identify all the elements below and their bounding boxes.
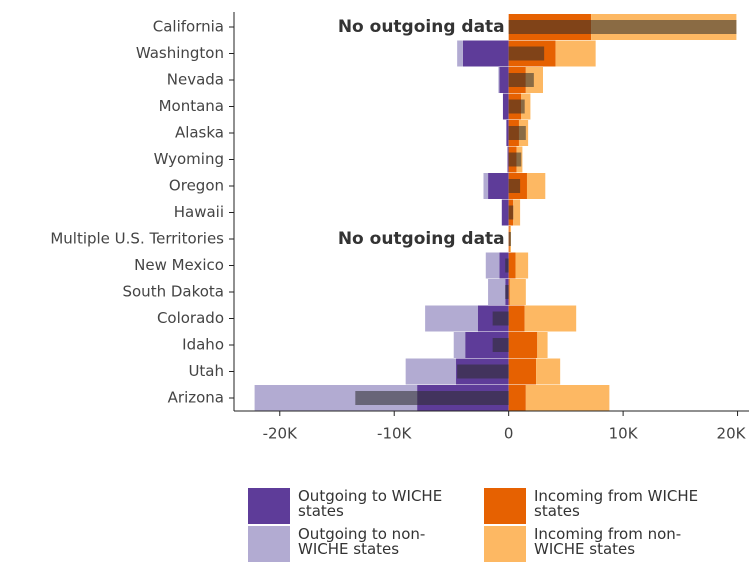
x-tick-label: -20K [263, 425, 298, 443]
bar [521, 93, 531, 120]
bar [485, 252, 500, 279]
bar [499, 67, 509, 93]
category-label: Washington [136, 44, 224, 62]
bar [499, 252, 509, 279]
category-label: Utah [188, 362, 224, 380]
category-label: California [153, 18, 224, 36]
category-label: Montana [159, 97, 224, 115]
bar [555, 40, 596, 67]
bar [513, 199, 521, 226]
net-bar [505, 285, 509, 299]
bar [525, 385, 610, 411]
net-bar [508, 20, 737, 34]
bar [498, 67, 500, 93]
category-label: Alaska [175, 124, 224, 142]
x-tick-label: 0 [504, 425, 514, 443]
category-label: Wyoming [154, 150, 224, 168]
net-bar [508, 205, 514, 220]
bar [524, 305, 577, 332]
bar [508, 279, 510, 305]
bar [507, 146, 509, 173]
category-label: Idaho [182, 336, 224, 354]
bar [405, 358, 457, 385]
net-bar [505, 258, 509, 273]
net-bar [508, 99, 525, 114]
net-bar [508, 46, 545, 61]
legend-swatch [484, 488, 526, 524]
net-bar [492, 338, 509, 352]
net-bar [508, 73, 534, 87]
bar [453, 332, 466, 358]
net-bar [508, 126, 526, 140]
category-label: Colorado [157, 309, 224, 327]
category-label: South Dakota [122, 283, 224, 301]
legend-label: Outgoing to non-WICHE states [298, 525, 426, 558]
net-bar [508, 179, 521, 193]
bar [537, 332, 548, 358]
bar [506, 120, 509, 146]
net-bar [457, 364, 509, 379]
legend-label: Incoming from non-WICHE states [534, 525, 682, 558]
bar [502, 93, 509, 120]
legend-label: Outgoing to WICHE states [298, 487, 443, 520]
bar [515, 252, 529, 279]
bar [501, 199, 509, 226]
category-label: Nevada [167, 71, 224, 89]
x-tick-label: 10K [609, 425, 639, 443]
net-bar [355, 391, 509, 405]
bar [425, 305, 478, 332]
bar [508, 358, 537, 385]
bar [526, 173, 546, 199]
bar [508, 305, 525, 332]
category-label: Multiple U.S. Territories [50, 230, 224, 248]
x-tick-label: 20K [717, 425, 747, 443]
annotation: No outgoing data [338, 17, 505, 37]
bar [483, 173, 489, 199]
net-bar [492, 311, 509, 326]
category-label: New Mexico [134, 256, 224, 274]
chart: California Washington Nevada Montana Alaska W… [50, 12, 749, 443]
annotation: No outgoing data [338, 229, 505, 249]
bar [488, 279, 506, 305]
bar [457, 40, 463, 67]
x-tick-label: -10K [377, 425, 412, 443]
bar [509, 279, 526, 305]
bar [536, 358, 561, 385]
bar [508, 332, 538, 358]
category-label: Arizona [168, 389, 224, 407]
legend-label: Incoming from WICHE states [534, 487, 699, 520]
bar [508, 252, 516, 279]
legend-swatch [484, 526, 526, 562]
category-label: Hawaii [174, 203, 224, 221]
net-bar [508, 232, 511, 246]
net-bar [508, 152, 522, 167]
bar [508, 385, 526, 411]
legend-swatch [248, 488, 290, 524]
bar [462, 40, 509, 67]
legend-swatch [248, 526, 290, 562]
bar [488, 173, 509, 199]
category-label: Oregon [169, 177, 224, 195]
